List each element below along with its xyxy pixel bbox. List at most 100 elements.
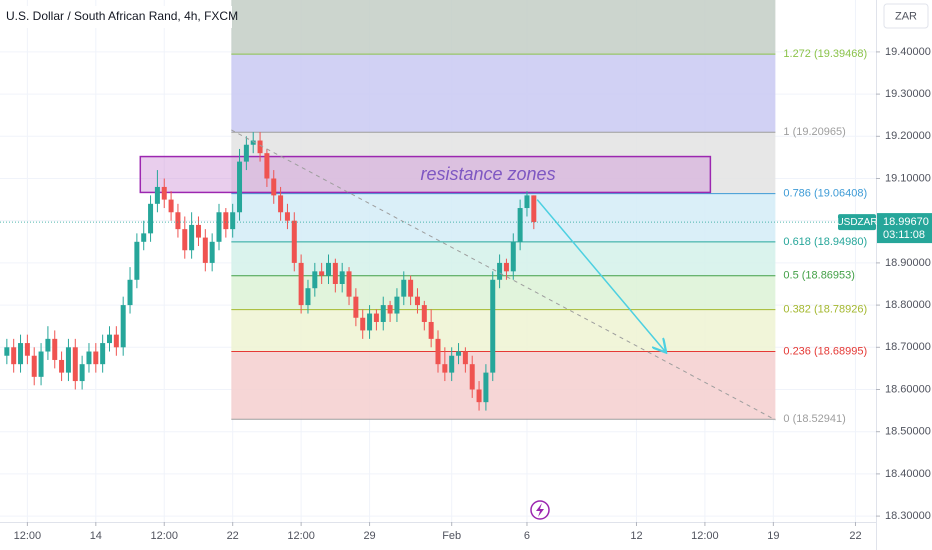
candle-body	[154, 186, 160, 204]
candle-body	[65, 347, 71, 373]
symbol-tag	[838, 214, 876, 231]
candle-body	[326, 262, 331, 276]
y-tick-label: 18.90000	[885, 257, 931, 269]
candle-body	[284, 212, 290, 221]
candle-body	[346, 271, 352, 297]
candle-body	[490, 279, 496, 373]
candle-body	[38, 351, 44, 377]
candle-body	[414, 296, 420, 306]
candle-body	[394, 296, 400, 314]
candle-body	[230, 212, 236, 230]
price-tag	[877, 213, 932, 244]
symbol-label: USDZAR	[836, 217, 877, 228]
candle-body	[209, 241, 215, 263]
candle-body	[428, 321, 434, 339]
candle-body	[524, 195, 530, 209]
fib-label: 1 (19.20965)	[783, 126, 845, 138]
candle-body	[72, 347, 78, 382]
fib-zone	[231, 309, 776, 352]
candle-body	[291, 220, 297, 263]
y-tick-label: 18.50000	[885, 426, 931, 438]
candle-body	[31, 355, 37, 377]
x-tick-label: 14	[90, 530, 102, 542]
axes: 18.30000 18.40000 18.50000 18.60000 18.70000…	[14, 46, 931, 542]
candle-body	[278, 195, 284, 213]
x-tick-label: 29	[363, 530, 375, 542]
title-bg	[0, 6, 232, 28]
plot-area: 0 (18.52941) 0.236 (18.68995) 0.382 (18.78…	[0, 0, 876, 522]
candle-body	[476, 389, 482, 403]
fib-label: 0.786 (19.06408)	[783, 188, 867, 200]
candle-body	[271, 178, 277, 196]
candle-body	[148, 203, 154, 234]
y-tick-label: 18.40000	[885, 468, 931, 480]
candle-body	[483, 372, 489, 403]
forecast-arrow	[536, 199, 665, 352]
x-tick-label: 19	[767, 530, 779, 542]
candle-body	[264, 153, 270, 179]
candle-body	[93, 351, 99, 365]
event-icon[interactable]	[530, 500, 550, 520]
candle-body	[298, 262, 304, 306]
candle-body	[531, 195, 537, 223]
candle-body	[182, 229, 188, 251]
candle-body	[237, 161, 243, 213]
candle-body	[202, 237, 208, 263]
x-tick-label: 12:00	[691, 530, 719, 542]
fib-zone	[231, 351, 776, 420]
candle-body	[223, 212, 229, 230]
candle-body	[161, 186, 167, 200]
candle-body	[353, 296, 359, 318]
countdown-label: 03:11:08	[883, 229, 925, 241]
candle-body	[408, 279, 414, 297]
x-tick-label: 12:00	[150, 530, 178, 542]
candle-body	[421, 305, 427, 322]
candle-body	[503, 262, 509, 272]
candle-body	[469, 364, 475, 390]
candle-body	[243, 144, 249, 162]
candle-body	[401, 279, 407, 297]
y-tick-label: 18.30000	[885, 510, 931, 522]
y-tick-label: 19.20000	[885, 130, 931, 142]
candle-body	[134, 241, 140, 280]
candle-body	[52, 338, 58, 360]
candle-body	[113, 334, 119, 348]
candle-body	[79, 364, 85, 382]
candle-body	[497, 262, 503, 280]
candle-body	[319, 271, 325, 276]
candle-body	[442, 364, 448, 373]
fib-label: 0.5 (18.86953)	[783, 270, 855, 282]
fib-label: 0 (18.52941)	[783, 413, 845, 425]
candle-body	[360, 317, 366, 331]
resistance-label: resistance zones	[421, 164, 556, 184]
candle-body	[332, 262, 338, 284]
candle-body	[339, 271, 345, 284]
fib-label: 0.382 (18.78926)	[783, 304, 867, 316]
fib-zone	[231, 193, 776, 242]
x-tick-label: 12:00	[287, 530, 315, 542]
fib-zone	[231, 54, 776, 133]
x-tick-label: Feb	[442, 530, 461, 542]
x-tick-label: 12:00	[14, 530, 42, 542]
candle-body	[456, 351, 462, 356]
x-tick-label: 12	[630, 530, 642, 542]
candle-body	[380, 305, 386, 322]
candle-body	[195, 224, 201, 238]
candle-body	[189, 224, 195, 251]
candle-body	[312, 271, 318, 289]
candle-body	[517, 208, 523, 242]
candle-body	[18, 343, 24, 365]
x-tick-label: 22	[227, 530, 239, 542]
y-tick-label: 19.10000	[885, 172, 931, 184]
price-tag-label: 18.99670	[883, 216, 929, 228]
candle-body	[250, 140, 256, 145]
currency-label: ZAR	[895, 10, 917, 22]
candle-body	[45, 338, 51, 352]
currency-box[interactable]	[883, 3, 929, 29]
candle-body	[216, 212, 222, 242]
y-tick-label: 18.60000	[885, 383, 931, 395]
candle-body	[257, 140, 263, 154]
candle-body	[387, 305, 393, 314]
x-tick-label: 22	[849, 530, 861, 542]
